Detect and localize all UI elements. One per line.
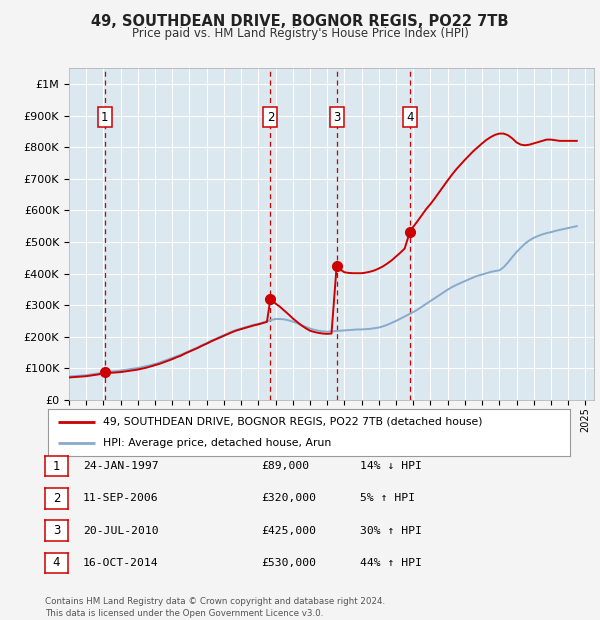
Text: 20-JUL-2010: 20-JUL-2010 xyxy=(83,526,158,536)
Text: 5% ↑ HPI: 5% ↑ HPI xyxy=(360,494,415,503)
Text: HPI: Average price, detached house, Arun: HPI: Average price, detached house, Arun xyxy=(103,438,331,448)
Text: £89,000: £89,000 xyxy=(261,461,309,471)
Text: 3: 3 xyxy=(53,525,60,537)
Text: £530,000: £530,000 xyxy=(261,558,316,568)
Text: 4: 4 xyxy=(406,110,413,123)
Text: 1: 1 xyxy=(101,110,109,123)
Text: 14% ↓ HPI: 14% ↓ HPI xyxy=(360,461,422,471)
Text: £425,000: £425,000 xyxy=(261,526,316,536)
Text: 3: 3 xyxy=(333,110,340,123)
Text: 24-JAN-1997: 24-JAN-1997 xyxy=(83,461,158,471)
Text: 1: 1 xyxy=(53,460,60,472)
Text: 11-SEP-2006: 11-SEP-2006 xyxy=(83,494,158,503)
Text: 49, SOUTHDEAN DRIVE, BOGNOR REGIS, PO22 7TB: 49, SOUTHDEAN DRIVE, BOGNOR REGIS, PO22 … xyxy=(91,14,509,29)
Text: Contains HM Land Registry data © Crown copyright and database right 2024.
This d: Contains HM Land Registry data © Crown c… xyxy=(45,597,385,618)
Text: Price paid vs. HM Land Registry's House Price Index (HPI): Price paid vs. HM Land Registry's House … xyxy=(131,27,469,40)
Text: 16-OCT-2014: 16-OCT-2014 xyxy=(83,558,158,568)
Text: 30% ↑ HPI: 30% ↑ HPI xyxy=(360,526,422,536)
Text: 4: 4 xyxy=(53,557,60,569)
Text: 2: 2 xyxy=(53,492,60,505)
Text: £320,000: £320,000 xyxy=(261,494,316,503)
Text: 2: 2 xyxy=(266,110,274,123)
Text: 44% ↑ HPI: 44% ↑ HPI xyxy=(360,558,422,568)
Text: 49, SOUTHDEAN DRIVE, BOGNOR REGIS, PO22 7TB (detached house): 49, SOUTHDEAN DRIVE, BOGNOR REGIS, PO22 … xyxy=(103,417,482,427)
